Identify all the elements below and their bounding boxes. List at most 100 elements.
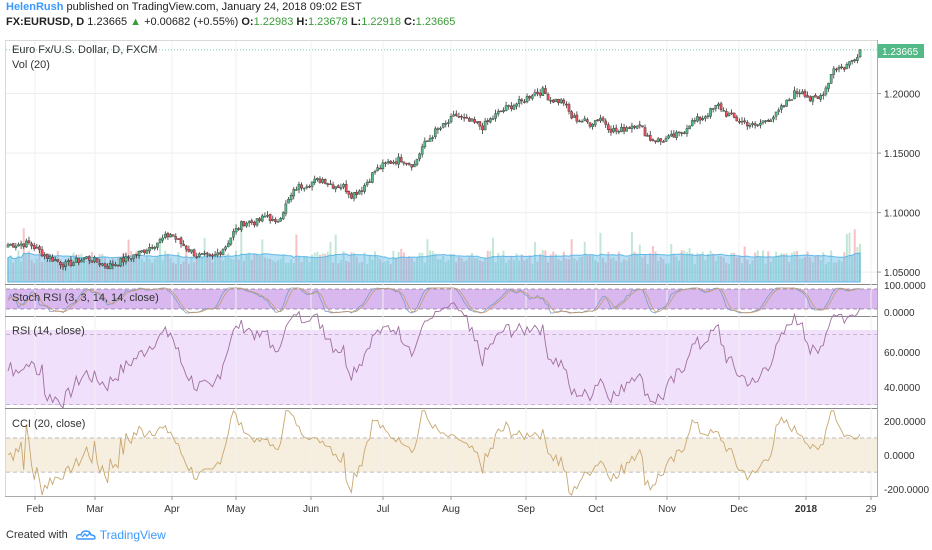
volume-bar [342, 251, 345, 282]
candle-body [468, 118, 471, 122]
candle-body [531, 95, 534, 99]
tradingview-logo[interactable]: TradingView [75, 528, 166, 542]
volume-bar [93, 257, 96, 282]
candle-body [562, 99, 566, 104]
volume-bar [25, 253, 28, 282]
candle-body [646, 135, 649, 137]
stoch-rsi-title: Stoch RSI (3, 3, 14, 14, close) [12, 292, 159, 304]
candle-body [533, 92, 537, 96]
volume-bar [630, 232, 633, 282]
symbol-label: FX:EURUSD, D [6, 16, 85, 28]
candle-body [190, 249, 193, 253]
candle-body [570, 111, 573, 119]
candle-body [617, 131, 621, 133]
volume-bar [77, 254, 80, 282]
volume-bar [277, 260, 280, 282]
candle-body [743, 120, 746, 123]
volume-bar [817, 255, 820, 282]
author-name[interactable]: HelenRush [6, 1, 64, 13]
candle-body [423, 140, 427, 148]
volume-bar [355, 256, 358, 282]
low-value: 1.22918 [361, 16, 401, 28]
candle-body [38, 246, 41, 251]
candle-body [116, 264, 120, 267]
candle-body [753, 123, 757, 126]
volume-bar [790, 252, 793, 282]
candle-body [19, 243, 23, 246]
close-value: 1.23665 [415, 16, 456, 28]
volume-bar [41, 261, 44, 282]
volume-bar [69, 258, 72, 282]
volume-bar [311, 254, 314, 282]
volume-bar [384, 261, 387, 282]
candle-body [66, 260, 70, 262]
volume-bar [510, 256, 513, 282]
candle-body [633, 125, 636, 128]
candle-body [87, 256, 91, 261]
axes-labels: 1.05000 1.10000 1.15000 1.20000 Feb Mar Apr May… [26, 90, 929, 515]
volume-bar [738, 255, 741, 282]
volume-title: Vol (20) [12, 59, 50, 71]
volume-bar [9, 255, 12, 282]
candle-body [208, 254, 212, 256]
volume-bar [680, 250, 683, 282]
candle-body [738, 121, 741, 123]
volume-bar [172, 262, 175, 282]
candle-body [413, 164, 416, 168]
candle-body [163, 233, 167, 238]
time-tick-label: Jul [377, 504, 390, 515]
candle-body [295, 189, 298, 191]
volume-bar [117, 257, 120, 282]
candle-body [546, 93, 550, 101]
volume-bar [83, 260, 86, 282]
volume-bar [484, 258, 487, 282]
volume-bar [237, 259, 240, 282]
volume-bar [455, 262, 458, 282]
volume-bar [730, 252, 733, 282]
candle-body [240, 221, 243, 231]
candle-body [740, 120, 744, 123]
candle-body [302, 187, 306, 190]
candle-body [780, 105, 783, 110]
candle-body [672, 133, 676, 138]
volume-bar [764, 263, 767, 282]
candle-body [766, 120, 770, 122]
volume-bar [35, 258, 38, 282]
volume-bar [193, 262, 196, 282]
volume-bar [245, 254, 248, 282]
candle-body [835, 68, 838, 71]
candle-body [316, 178, 319, 180]
candle-body [496, 111, 500, 115]
candle-body [575, 114, 579, 122]
candle-body [502, 110, 505, 112]
candle-body [405, 162, 408, 165]
candle-body [620, 127, 623, 133]
volume-bar [442, 256, 445, 282]
candle-body [850, 60, 854, 62]
footer: Created with TradingView [6, 528, 166, 542]
time-tick-label: Nov [658, 504, 676, 515]
volume-bar [720, 256, 723, 282]
open-value: 1.22983 [253, 16, 294, 28]
candle-body [418, 153, 421, 160]
candle-body [234, 228, 238, 233]
candle-body [281, 212, 285, 220]
candle-body [690, 120, 694, 126]
volume-bar [394, 258, 397, 282]
volume-bar [659, 256, 662, 282]
candle-body [447, 122, 450, 124]
volume-bar [741, 263, 744, 282]
volume-bar [64, 259, 67, 282]
volume-bar [408, 255, 411, 282]
volume-bar [769, 261, 772, 282]
volume-bar [520, 254, 523, 282]
volume-bar [308, 262, 311, 282]
candle-body [72, 262, 75, 266]
volume-bar [208, 254, 211, 282]
volume-bar [691, 253, 694, 282]
volume-bar [106, 263, 109, 282]
candle-body [35, 246, 39, 249]
volume-bar [848, 232, 851, 282]
candle-body [803, 91, 807, 97]
